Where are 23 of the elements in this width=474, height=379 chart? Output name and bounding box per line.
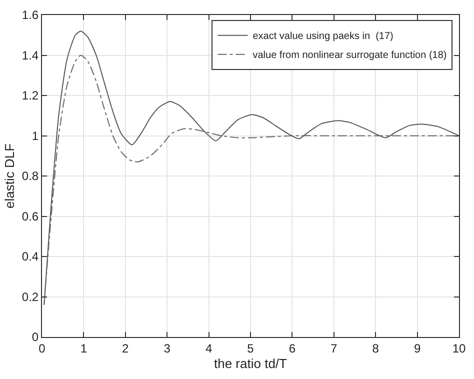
y-axis-title: elastic DLF <box>2 143 17 209</box>
legend-label: value from nonlinear surrogate function (18) <box>252 50 447 62</box>
x-tick-label: 9 <box>414 341 421 356</box>
y-tick-label: 1.4 <box>22 48 39 62</box>
x-tick-label: 8 <box>372 341 380 356</box>
y-tick-label: 1.2 <box>22 88 39 103</box>
y-tick-label: 0.4 <box>22 250 39 264</box>
x-tick-label: 1 <box>80 341 88 356</box>
x-axis-title: the ratio td/T <box>214 356 288 371</box>
y-tick-label: 0.8 <box>22 169 39 184</box>
x-tick-label: 2 <box>122 341 130 356</box>
y-tick-label: 0.6 <box>22 209 39 224</box>
y-tick-label: 1 <box>32 128 39 143</box>
x-tick-label: 5 <box>247 341 254 356</box>
x-tick-label: 3 <box>164 341 171 356</box>
x-tick-label: 10 <box>452 341 466 356</box>
x-tick-label: 6 <box>288 341 296 356</box>
y-tick-label: 1.6 <box>22 8 39 22</box>
legend-label: exact value using paeks in (17) <box>252 31 394 42</box>
x-tick-label: 7 <box>330 341 338 356</box>
y-tick-label: 0.2 <box>22 290 39 304</box>
y-tick-label: 0 <box>32 330 39 344</box>
x-tick-label: 4 <box>205 341 212 356</box>
